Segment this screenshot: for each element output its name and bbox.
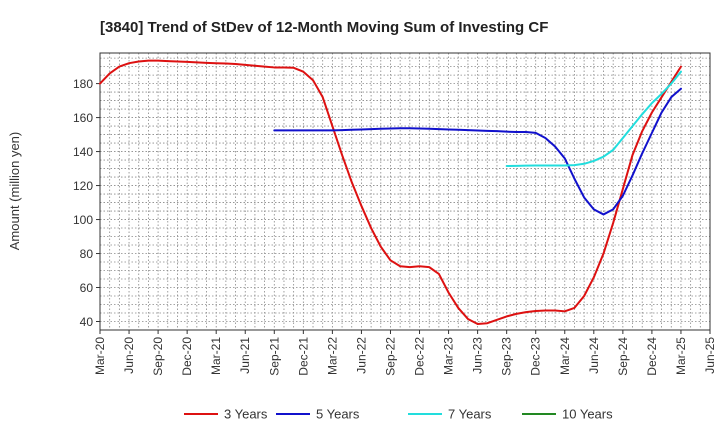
y-tick-label: 60 — [80, 281, 94, 295]
legend-label: 7 Years — [448, 407, 492, 422]
grid — [99, 53, 711, 331]
legend-item: 5 Years — [276, 407, 360, 422]
legend-label: 3 Years — [224, 407, 268, 422]
x-tick-label: Jun-23 — [471, 337, 485, 374]
legend-label: 10 Years — [562, 407, 613, 422]
x-tick-label: Mar-24 — [558, 337, 572, 375]
x-tick-label: Sep-24 — [616, 337, 630, 376]
x-tick-label: Sep-22 — [383, 337, 397, 376]
x-tick-label: Mar-25 — [674, 337, 688, 375]
legend-label: 5 Years — [316, 407, 360, 422]
series-layer — [99, 59, 682, 326]
x-tick-label: Dec-24 — [645, 337, 659, 376]
x-tick-label: Jun-24 — [587, 337, 601, 374]
y-axis-label: Amount (million yen) — [7, 132, 22, 251]
x-tick-label: Mar-21 — [209, 337, 223, 375]
y-tick-label: 40 — [80, 315, 94, 329]
x-tick-label: Dec-23 — [529, 337, 543, 376]
x-tick-label: Sep-23 — [500, 337, 514, 376]
y-tick-label: 80 — [80, 247, 94, 261]
y-tick-label: 180 — [73, 77, 93, 91]
y-tick-label: 100 — [73, 213, 93, 227]
series-line-2 — [273, 87, 682, 216]
series-line-1 — [99, 59, 682, 326]
x-tick-label: Mar-22 — [325, 337, 339, 375]
x-axis: Mar-20 Jun-20 Sep-20 Dec-20 Mar-21 Jun-21 Sep-… — [93, 330, 717, 376]
x-tick-label: Mar-20 — [93, 337, 107, 375]
x-tick-label: Dec-22 — [413, 337, 427, 376]
y-tick-label: 140 — [73, 145, 93, 159]
x-tick-label: Dec-20 — [180, 337, 194, 376]
x-tick-label: Dec-21 — [296, 337, 310, 376]
legend: 3 Years 5 Years 7 Years 10 Years — [184, 407, 613, 422]
y-tick-label: 120 — [73, 179, 93, 193]
x-tick-label: Jun-21 — [238, 337, 252, 374]
y-axis: 40 60 80 100 120 140 160 180 — [73, 77, 100, 329]
legend-item: 10 Years — [522, 407, 613, 422]
x-tick-label: Jun-20 — [122, 337, 136, 374]
x-tick-label: Mar-23 — [442, 337, 456, 375]
legend-item: 3 Years — [184, 407, 268, 422]
legend-item: 7 Years — [408, 407, 492, 422]
x-tick-label: Jun-25 — [703, 337, 717, 374]
y-tick-label: 160 — [73, 111, 93, 125]
x-tick-label: Jun-22 — [354, 337, 368, 374]
x-tick-label: Sep-21 — [267, 337, 281, 376]
series-line-3 — [505, 70, 682, 168]
plot-frame — [99, 52, 711, 331]
plot-area — [100, 53, 710, 330]
x-tick-label: Sep-20 — [151, 337, 165, 376]
chart-title: [3840] Trend of StDev of 12-Month Moving… — [100, 19, 548, 36]
